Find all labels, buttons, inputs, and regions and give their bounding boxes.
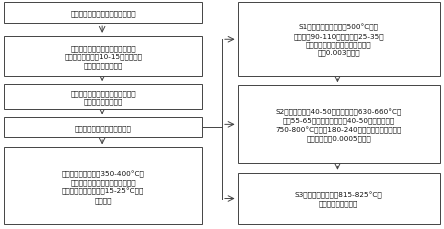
Text: 步骤二：将处理后的动静盖板放入
电抛光溶液中进行10-15分钟的表面
处理，然后清洗干净: 步骤二：将处理后的动静盖板放入 电抛光溶液中进行10-15分钟的表面 处理，然后… bbox=[64, 45, 142, 68]
FancyBboxPatch shape bbox=[4, 118, 202, 137]
Text: 步骤三：在动盖板和静盖板的焊缝
及焊接面处放入焊料: 步骤三：在动盖板和静盖板的焊缝 及焊接面处放入焊料 bbox=[71, 90, 136, 105]
FancyBboxPatch shape bbox=[4, 85, 202, 110]
Text: 步骤五：随后降温至350-400°C，
进行纯氮气或者纯氩气冷却，等待
炉内温度高于外界温度15-25°C时，
方可出炉: 步骤五：随后降温至350-400°C， 进行纯氮气或者纯氩气冷却，等待 炉内温度… bbox=[62, 169, 145, 203]
Text: S2：然后继续在40-50分钟内升温至630-660°C，
保温55-65分钟，然后继续在40-50分钟内升温至
750-800°C，保温180-240分钟，在: S2：然后继续在40-50分钟内升温至630-660°C， 保温55-65分钟，… bbox=[275, 108, 402, 142]
Text: S3：然后继续升温至815-825°C并
对动静盖板进行焊接: S3：然后继续升温至815-825°C并 对动静盖板进行焊接 bbox=[295, 191, 382, 207]
Text: S1：先将炉内温度升至500°C，升
温时间为90-110分钟，保温25-35分
钟，在此期间真空钎焊炉的真空度
优于0.003帕斯卡: S1：先将炉内温度升至500°C，升 温时间为90-110分钟，保温25-35分… bbox=[293, 24, 384, 56]
FancyBboxPatch shape bbox=[238, 173, 440, 224]
FancyBboxPatch shape bbox=[238, 3, 440, 77]
FancyBboxPatch shape bbox=[238, 86, 440, 164]
FancyBboxPatch shape bbox=[4, 37, 202, 77]
FancyBboxPatch shape bbox=[4, 3, 202, 24]
Text: 步骤四：装入真空炉进行钎焊: 步骤四：装入真空炉进行钎焊 bbox=[75, 124, 132, 131]
Text: 步骤一：将动静盖板进行去油处理: 步骤一：将动静盖板进行去油处理 bbox=[71, 11, 136, 17]
FancyBboxPatch shape bbox=[4, 148, 202, 224]
